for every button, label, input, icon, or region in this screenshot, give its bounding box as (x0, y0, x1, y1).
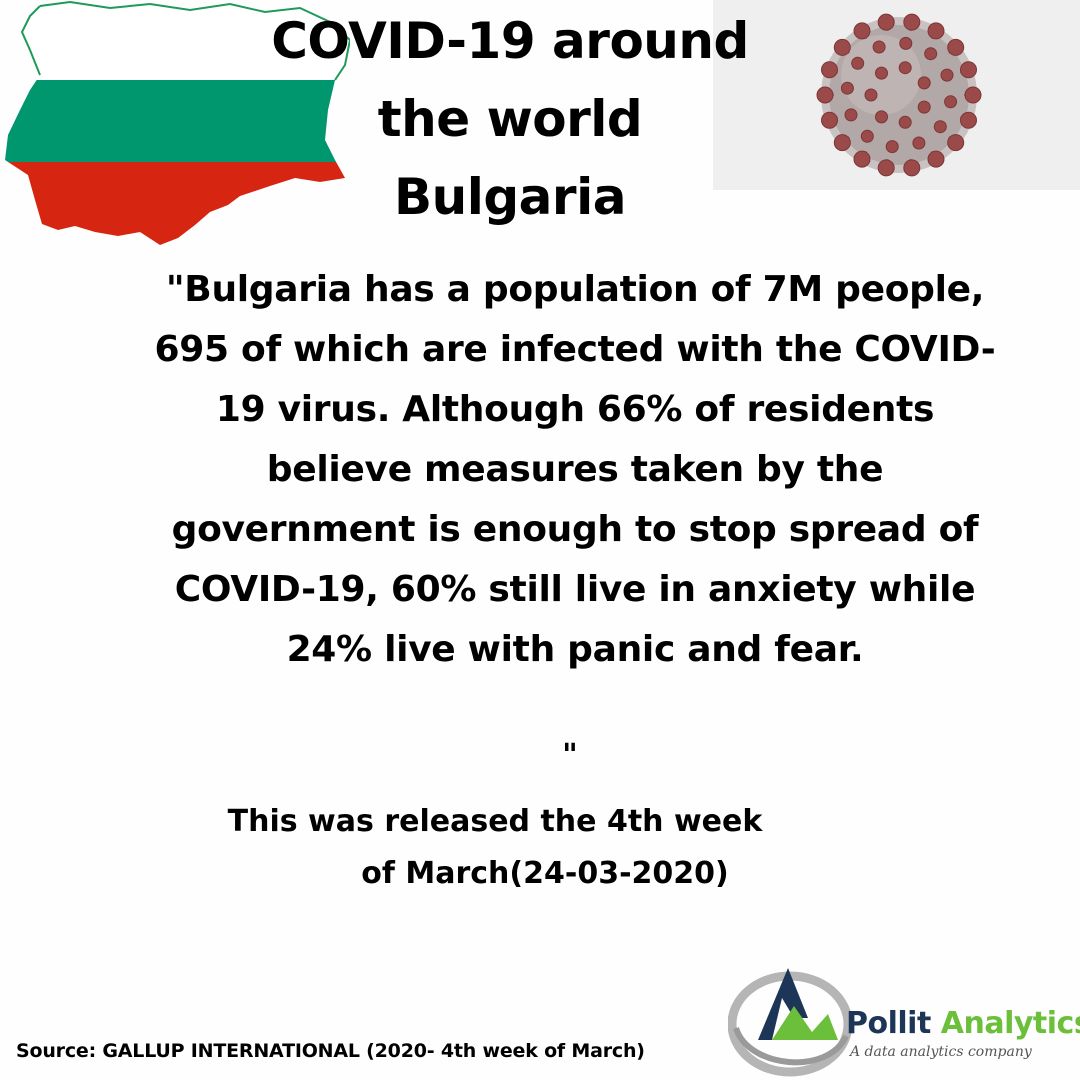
quote-close-mark: " (562, 738, 578, 773)
pollit-analytics-logo-icon (728, 968, 853, 1077)
flag-green-band (5, 80, 350, 162)
title-line: Bulgaria (394, 168, 626, 226)
title-line: the world (377, 90, 643, 148)
quote-text: "Bulgaria has a population of 7M people,… (154, 269, 996, 670)
coronavirus-icon (713, 0, 1080, 190)
logo-name-part1: Pollit (846, 1006, 931, 1041)
source-credit: Source: GALLUP INTERNATIONAL (2020- 4th … (16, 1040, 645, 1062)
title-line: COVID-19 around (271, 12, 749, 70)
bulgaria-flag-map-icon (0, 0, 352, 250)
release-info: This was released the 4th week of March(… (200, 796, 890, 900)
pollit-analytics-logo: Pollit Analytics A data analytics compan… (728, 958, 1080, 1080)
flag-white-band (5, 2, 350, 80)
logo-name-part2: Analytics (940, 1006, 1080, 1041)
release-line: This was released the 4th week (227, 804, 763, 839)
logo-tagline: A data analytics company (850, 1044, 1032, 1060)
release-line: of March(24-03-2020) (361, 856, 729, 891)
logo-name: Pollit Analytics (846, 1006, 1080, 1041)
page-title: COVID-19 around the world Bulgaria (255, 2, 765, 236)
